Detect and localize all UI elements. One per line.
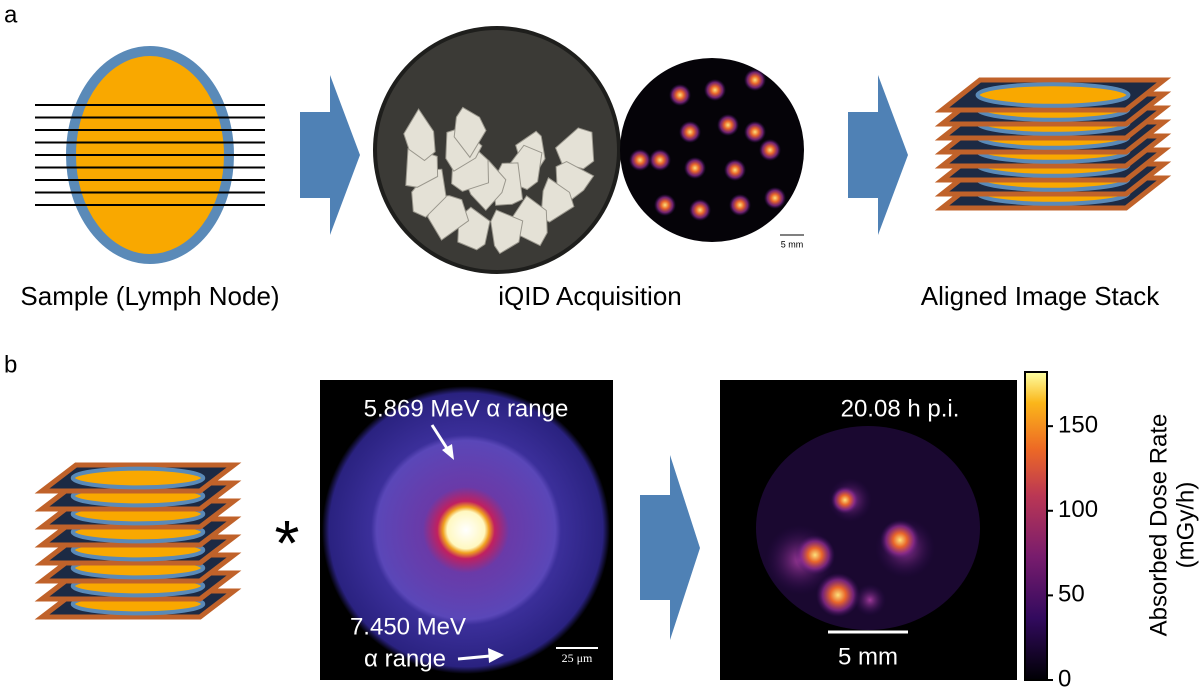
annotation: α range: [364, 645, 446, 672]
annotation: 5.869 MeV α range: [364, 395, 569, 422]
dose-rate-signal: [756, 426, 980, 630]
tissue-section: [453, 106, 487, 159]
annotation-arrow: [457, 654, 491, 661]
dose-hotspot: [795, 535, 835, 575]
iqid-spot: [679, 121, 701, 143]
slice-lines: [35, 104, 265, 206]
image-stack: [934, 77, 1172, 211]
tissue-section: [540, 177, 575, 223]
iqid-spot: [729, 194, 751, 216]
iqid-signal: [629, 69, 786, 221]
colorbar-tick-label: 50: [1058, 581, 1085, 608]
colorbar-tick-label: 150: [1058, 411, 1098, 438]
colorbar: [1024, 371, 1048, 681]
tissue-section: [555, 127, 595, 170]
scale-bar-label: 5 mm: [781, 239, 804, 249]
image-stack: [34, 462, 242, 620]
dose-kernel: [322, 386, 610, 674]
colorbar-label: Absorbed Dose Rate: [1145, 414, 1172, 637]
annotation-arrow: [430, 424, 450, 451]
caption: Sample (Lymph Node): [20, 281, 279, 311]
convolution-operator: *: [275, 507, 300, 579]
colorbar-unit: (mGy/h): [1172, 482, 1199, 569]
colorbar-tick-label: 100: [1058, 496, 1098, 523]
iqid-spot: [689, 199, 711, 221]
dose-hotspot: [854, 584, 886, 616]
tissue-section: [411, 168, 447, 218]
iqid-spot: [744, 121, 766, 143]
scale-bar-label: 25 μm: [562, 651, 593, 665]
annotation-arrow: [442, 444, 454, 460]
annotation: 7.450 MeV: [350, 613, 466, 640]
tissue-section: [490, 209, 524, 255]
dose-hotspot: [816, 573, 860, 617]
stack-section: [70, 466, 206, 490]
iqid-spot: [744, 69, 766, 91]
iqid-spot: [669, 84, 691, 106]
tissue-sections: [403, 106, 595, 255]
iqid-spot: [717, 114, 739, 136]
time-label: 20.08 h p.i.: [841, 395, 960, 422]
iqid-spot: [724, 159, 746, 181]
iqid-spot: [764, 187, 786, 209]
dose-hotspot: [880, 520, 920, 560]
iqid-spot: [704, 79, 726, 101]
colorbar-tick-label: 0: [1058, 665, 1071, 692]
panel-label: a: [4, 1, 18, 28]
caption: iQID Acquisition: [498, 281, 682, 311]
iqid-spot: [684, 157, 706, 179]
stack-section: [975, 82, 1131, 108]
scale-bar-label: 5 mm: [838, 643, 898, 670]
arrow: [848, 75, 908, 235]
colorbar-ticks: 0 50 100 150: [1047, 411, 1098, 692]
iqid-spot: [759, 139, 781, 161]
iqid-spot: [649, 149, 671, 171]
arrow: [640, 455, 700, 640]
arrow: [300, 75, 360, 235]
tissue-section: [403, 108, 436, 162]
dose-hotspot: [831, 486, 859, 514]
caption: Aligned Image Stack: [921, 281, 1160, 311]
tissue-section: [405, 146, 439, 188]
annotation-arrow: [488, 648, 504, 663]
iqid-spot: [629, 149, 651, 171]
panel-label: b: [4, 351, 17, 378]
iqid-spot: [654, 194, 676, 216]
